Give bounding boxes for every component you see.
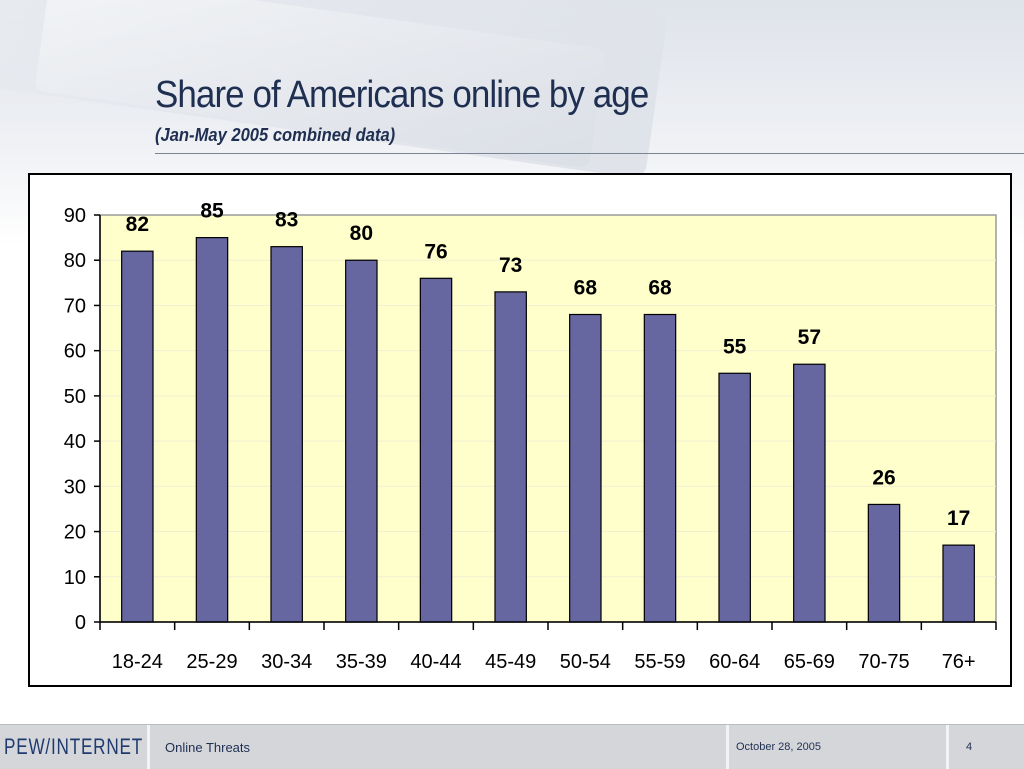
bar	[718, 372, 751, 623]
y-tick-label: 20	[64, 522, 86, 544]
data-label: 26	[872, 466, 895, 489]
data-label: 85	[200, 200, 224, 223]
footer-date: October 28, 2005	[736, 741, 822, 753]
data-label: 82	[126, 213, 149, 236]
data-label: 83	[275, 209, 298, 232]
x-tick-label: 55-59	[634, 651, 685, 673]
bar	[195, 237, 229, 623]
footer-section-title: Online Threats	[165, 740, 251, 755]
footer-separator	[946, 725, 949, 769]
x-tick-label: 65-69	[784, 651, 835, 673]
x-tick-label: 50-54	[560, 651, 611, 673]
footer-page-number: 4	[966, 741, 973, 753]
data-label: 80	[350, 222, 373, 245]
x-tick-label: 70-75	[858, 651, 909, 673]
y-tick-label: 10	[64, 567, 86, 589]
axes	[94, 214, 997, 630]
y-tick-label: 0	[75, 612, 86, 634]
data-label: 76	[424, 240, 447, 263]
plot-area	[99, 214, 997, 623]
bar	[569, 313, 602, 623]
bar	[345, 259, 378, 623]
x-tick-label: 40-44	[410, 651, 461, 673]
bar	[867, 503, 901, 623]
bar-chart: 0 10 20 30 40 50 60 70 80 90 82 18-24 85 25-29 83 30-34…	[64, 200, 997, 673]
y-tick-label: 30	[64, 476, 86, 498]
x-tick-label: 35-39	[336, 651, 387, 673]
y-tick-label: 70	[64, 295, 86, 317]
x-tick-label: 30-34	[261, 651, 312, 673]
y-tick-label: 50	[64, 386, 86, 408]
bar	[643, 313, 677, 623]
data-label: 55	[723, 335, 747, 358]
y-tick-label: 80	[64, 250, 86, 272]
x-tick-label: 76+	[942, 651, 976, 673]
footer-separator	[147, 725, 150, 769]
chart-frame: 0 10 20 30 40 50 60 70 80 90 82 18-24 85 25-29 83 30-34…	[28, 173, 1012, 687]
bar	[419, 277, 453, 623]
bar	[121, 250, 154, 623]
pew-internet-logo: PEW/INTERNET	[3, 734, 144, 759]
title-divider	[155, 153, 1024, 154]
data-label: 57	[798, 326, 821, 349]
x-tick-label: 18-24	[112, 651, 163, 673]
x-tick-label: 45-49	[485, 651, 536, 673]
x-tick-label: 60-64	[709, 651, 760, 673]
grid-lines	[99, 214, 997, 623]
y-tick-label: 60	[64, 341, 86, 363]
bar	[494, 291, 527, 623]
labels: 0 10 20 30 40 50 60 70 80 90 82 18-24 85 25-29 83 30-34…	[64, 200, 976, 673]
y-tick-label: 90	[64, 205, 86, 227]
slide-title: Share of Americans online by age	[155, 74, 649, 116]
bars	[121, 237, 975, 623]
slide-subtitle: (Jan-May 2005 combined data)	[155, 125, 396, 145]
x-tick-label: 25-29	[186, 651, 237, 673]
footer-bar: PEW/INTERNET Online Threats October 28, …	[0, 724, 1024, 769]
footer-separator	[726, 725, 729, 769]
data-label: 68	[574, 276, 598, 299]
data-label: 68	[648, 276, 672, 299]
bar	[270, 246, 303, 623]
bar	[942, 544, 975, 623]
bar	[793, 363, 826, 623]
y-tick-label: 40	[64, 431, 86, 453]
data-label: 73	[499, 254, 522, 277]
data-label: 17	[947, 507, 970, 530]
